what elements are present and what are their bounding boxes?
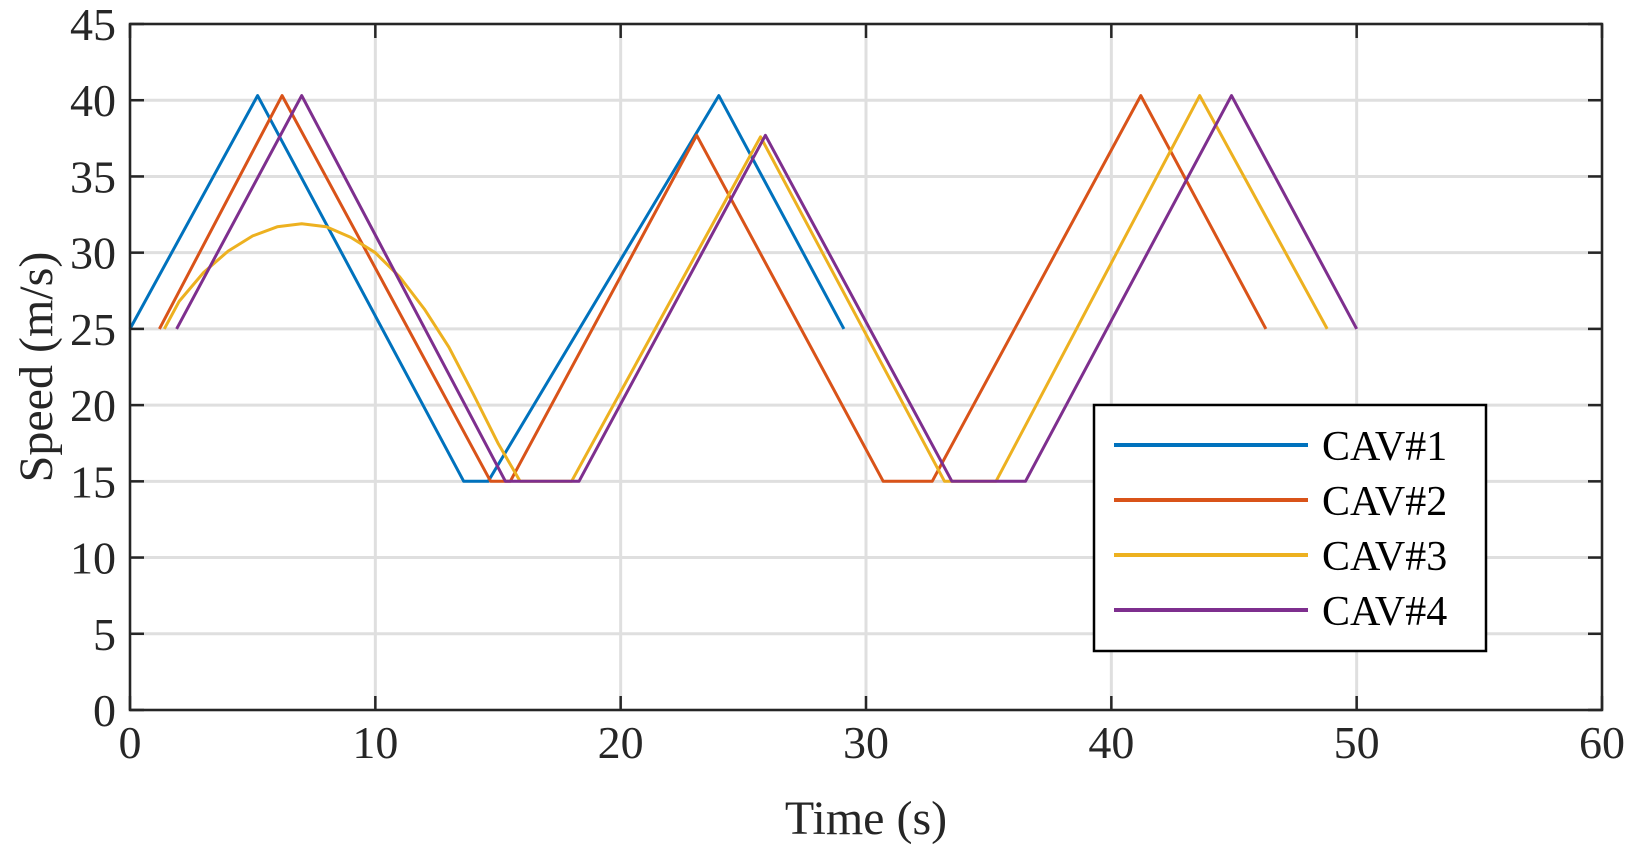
legend-label-3: CAV#3: [1322, 534, 1447, 580]
x-tick-label: 60: [1579, 717, 1625, 768]
x-tick-label: 0: [119, 717, 142, 768]
y-tick-label: 5: [93, 609, 116, 660]
x-tick-label: 50: [1334, 717, 1380, 768]
series-line-3: [162, 94, 1329, 483]
x-tick-label: 40: [1088, 717, 1134, 768]
y-tick-label: 25: [70, 304, 116, 355]
series-line-2: [158, 94, 1268, 483]
y-tick-label: 0: [93, 685, 116, 736]
y-tick-labels: 0 5 10 15 20 25 30 35 40 45: [70, 0, 116, 736]
axis-ticks: [128, 22, 1604, 712]
y-axis-title: Speed (m/s): [10, 252, 63, 483]
legend: CAV#1 CAV#2 CAV#3 CAV#4: [1092, 403, 1488, 653]
y-tick-label: 15: [70, 456, 116, 507]
x-tick-labels: 0 10 20 30 40 50 60: [119, 717, 1626, 768]
y-tick-label: 20: [70, 380, 116, 431]
y-tick-label: 40: [70, 75, 116, 126]
y-tick-label: 45: [70, 0, 116, 50]
x-tick-label: 30: [843, 717, 889, 768]
series-line-4: [175, 94, 1359, 483]
legend-label-1: CAV#1: [1322, 424, 1447, 470]
series-lines: [128, 94, 1359, 483]
x-tick-label: 20: [598, 717, 644, 768]
x-tick-label: 10: [352, 717, 398, 768]
series-line-1: [128, 94, 846, 483]
x-axis-title: Time (s): [785, 792, 947, 845]
y-tick-label: 30: [70, 228, 116, 279]
legend-label-4: CAV#4: [1322, 589, 1447, 635]
y-tick-label: 10: [70, 533, 116, 584]
y-tick-label: 35: [70, 151, 116, 202]
legend-label-2: CAV#2: [1322, 479, 1447, 525]
